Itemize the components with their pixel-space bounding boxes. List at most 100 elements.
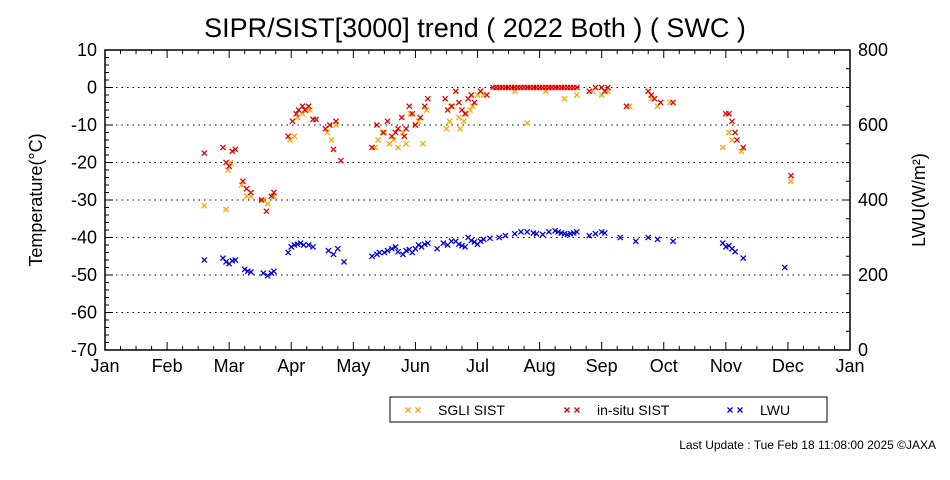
data-point	[223, 258, 230, 265]
data-point	[330, 251, 337, 258]
y-tick-label: -50	[71, 265, 97, 285]
x-tick-label: Aug	[524, 356, 556, 376]
data-point	[332, 118, 340, 125]
data-point	[740, 255, 747, 262]
data-point	[449, 103, 456, 110]
chart-title: SIPR/SIST[3000] trend ( 2022 Both ) ( SW…	[204, 13, 746, 43]
data-point	[294, 114, 301, 121]
data-point	[592, 230, 599, 237]
data-point	[232, 146, 239, 153]
legend-marker	[415, 407, 421, 413]
data-point	[324, 129, 331, 136]
axis-tick-labels: 100-10-20-30-40-50-60-708006004002000Jan…	[71, 40, 888, 376]
data-point	[238, 181, 245, 189]
data-point	[394, 125, 402, 132]
data-point	[398, 114, 405, 121]
data-point	[264, 200, 271, 207]
x-tick-label: Jun	[401, 356, 430, 376]
data-point	[448, 103, 455, 110]
data-point	[728, 136, 736, 144]
data-point	[733, 136, 741, 144]
data-point	[617, 234, 624, 241]
data-point	[260, 270, 267, 277]
data-point	[289, 118, 296, 125]
data-point	[632, 238, 639, 245]
data-point	[592, 84, 599, 91]
data-point	[457, 125, 464, 132]
data-point	[781, 264, 788, 271]
x-tick-label: Dec	[772, 356, 804, 376]
data-point	[419, 140, 426, 147]
y-tick-label: -40	[71, 228, 97, 248]
data-point	[305, 241, 312, 249]
legend-label: SGLI SIST	[438, 402, 505, 418]
data-point	[477, 88, 484, 95]
data-point	[232, 256, 239, 264]
data-point	[434, 245, 441, 252]
data-point	[502, 232, 509, 239]
y-tick-label: -20	[71, 153, 97, 173]
series-in-situ-sist	[201, 84, 795, 215]
data-point	[787, 172, 795, 179]
data-point	[306, 106, 313, 114]
data-point	[651, 95, 658, 102]
y-tick-label: 0	[87, 78, 97, 98]
data-point	[328, 136, 335, 144]
y2-tick-label: 200	[858, 265, 888, 285]
data-point	[452, 88, 459, 95]
data-point	[623, 103, 630, 110]
data-point	[305, 103, 312, 110]
data-point	[423, 106, 430, 114]
data-point	[409, 110, 416, 117]
data-points	[201, 84, 795, 279]
y2-tick-label: 400	[858, 190, 888, 210]
data-point	[455, 99, 462, 106]
data-point	[573, 84, 580, 91]
data-point	[340, 258, 348, 265]
data-point	[586, 88, 593, 95]
data-point	[226, 163, 233, 170]
x-tick-label: May	[336, 356, 370, 376]
data-point	[224, 166, 231, 174]
data-point	[390, 136, 397, 144]
data-point	[264, 272, 271, 279]
data-point	[219, 144, 227, 151]
data-point	[299, 103, 306, 110]
data-point	[524, 120, 531, 127]
data-point	[533, 230, 540, 237]
data-point	[443, 125, 450, 132]
data-point	[406, 103, 413, 110]
legend-marker	[405, 407, 411, 413]
data-point	[376, 249, 383, 256]
data-point	[326, 121, 333, 129]
data-point	[337, 157, 344, 164]
data-point	[517, 228, 525, 235]
legend-label: in-situ SIST	[597, 402, 670, 418]
data-point	[480, 236, 487, 243]
data-point	[738, 148, 745, 155]
data-point	[455, 114, 462, 121]
x-tick-label: Nov	[710, 356, 742, 376]
data-point	[732, 129, 739, 136]
data-point	[787, 178, 795, 185]
y2-tick-label: 0	[858, 340, 868, 360]
data-point	[270, 189, 277, 196]
data-point	[258, 196, 265, 204]
y2-axis-label: LWU(W/m²)	[909, 153, 929, 247]
data-point	[740, 144, 747, 151]
data-point	[486, 235, 493, 242]
data-point	[201, 202, 208, 209]
last-update-text: Last Update : Tue Feb 18 11:08:00 2025 ©…	[679, 438, 936, 452]
legend: SGLI SIST in-situ SIST LWU	[389, 396, 828, 423]
data-point	[394, 144, 402, 151]
data-point	[462, 110, 469, 117]
data-point	[239, 178, 246, 185]
data-point	[477, 238, 484, 245]
data-point	[285, 133, 292, 140]
data-point	[268, 193, 275, 200]
x-tick-label: Mar	[214, 356, 245, 376]
data-point	[496, 234, 503, 241]
data-point	[325, 247, 332, 254]
y-tick-label: -70	[71, 340, 97, 360]
